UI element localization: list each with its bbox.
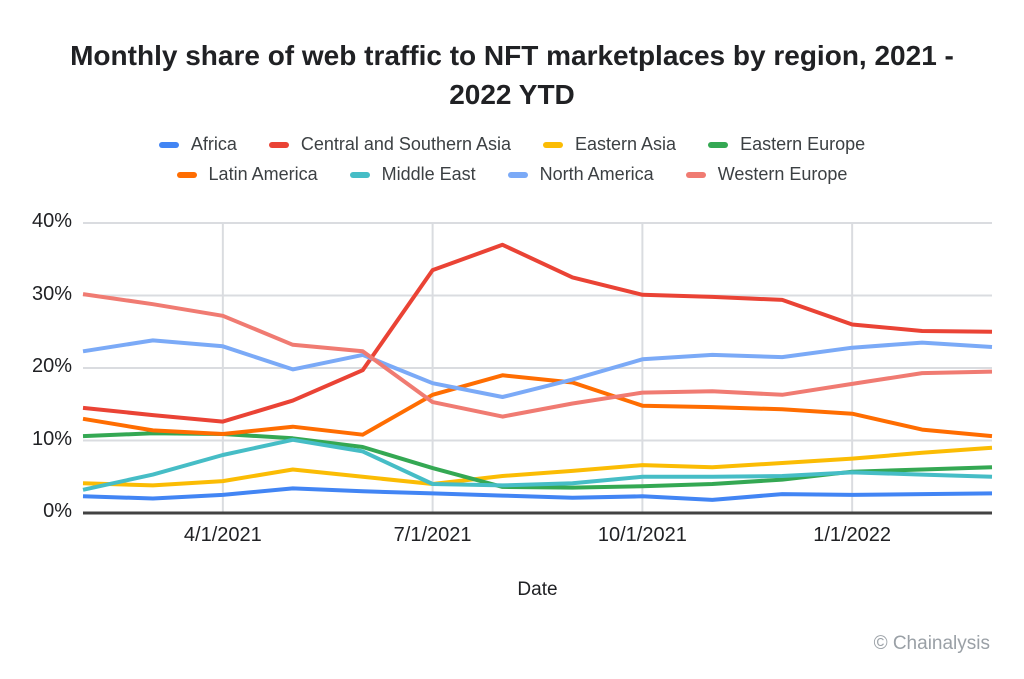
legend-row-2: Latin America Middle East North America Wes… [176, 164, 848, 185]
legend-label-central-and-southern-asia: Central and Southern Asia [300, 134, 511, 154]
series-line-western-europe [82, 292, 993, 419]
x-tick-10-1-2021: 10/1/2021 [597, 524, 687, 546]
chart-legend: Africa Central and Southern Asia Eastern A… [0, 134, 1024, 185]
legend-item-africa: Africa [158, 134, 237, 155]
x-axis-title: Date [517, 579, 558, 600]
legend-item-central-and-southern-asia: Central and Southern Asia [268, 134, 511, 155]
legend-row-1: Africa Central and Southern Asia Eastern A… [158, 134, 865, 155]
legend-item-eastern-asia: Eastern Asia [543, 134, 676, 155]
legend-swatch-latin-america [176, 171, 197, 178]
legend-item-north-america: North America [507, 164, 654, 185]
series-line-africa [82, 486, 993, 502]
x-tick-7-1-2021: 7/1/2021 [393, 524, 472, 546]
series-line-north-america [82, 338, 993, 399]
legend-label-western-europe: Western Europe [717, 164, 848, 184]
legend-label-latin-america: Latin America [208, 164, 318, 184]
y-tick-30%: 30% [31, 282, 72, 305]
legend-label-middle-east: Middle East [381, 164, 476, 184]
y-tick-0%: 0% [43, 500, 72, 522]
legend-item-eastern-europe: Eastern Europe [708, 134, 865, 155]
legend-label-north-america: North America [539, 164, 654, 184]
y-tick-10%: 10% [31, 427, 72, 450]
series-line-latin-america [82, 373, 993, 439]
series-line-middle-east [82, 437, 993, 492]
series-line-eastern-asia [82, 445, 993, 488]
series-line-central-and-southern-asia [82, 242, 993, 424]
legend-swatch-north-america [507, 171, 528, 178]
legend-swatch-middle-east [349, 171, 370, 178]
y-tick-40%: 40% [31, 210, 72, 232]
legend-label-africa: Africa [190, 134, 237, 154]
legend-swatch-eastern-asia [543, 141, 563, 148]
legend-swatch-africa [158, 141, 179, 148]
legend-item-middle-east: Middle East [349, 164, 476, 185]
legend-swatch-western-europe [685, 171, 706, 178]
legend-item-western-europe: Western Europe [685, 164, 848, 185]
legend-item-latin-america: Latin America [176, 164, 318, 185]
legend-swatch-eastern-europe [708, 141, 729, 148]
y-tick-20%: 20% [31, 355, 72, 377]
chart-title: Monthly share of web traffic to NFT mark… [70, 40, 954, 110]
legend-label-eastern-asia: Eastern Asia [575, 134, 677, 154]
x-tick-1-1-2022: 1/1/2022 [813, 524, 892, 546]
legend-label-eastern-europe: Eastern Europe [740, 134, 866, 154]
attribution-text: © Chainalysis [873, 633, 990, 654]
x-tick-4-1-2021: 4/1/2021 [183, 524, 262, 546]
legend-swatch-central-and-southern-asia [268, 141, 289, 148]
